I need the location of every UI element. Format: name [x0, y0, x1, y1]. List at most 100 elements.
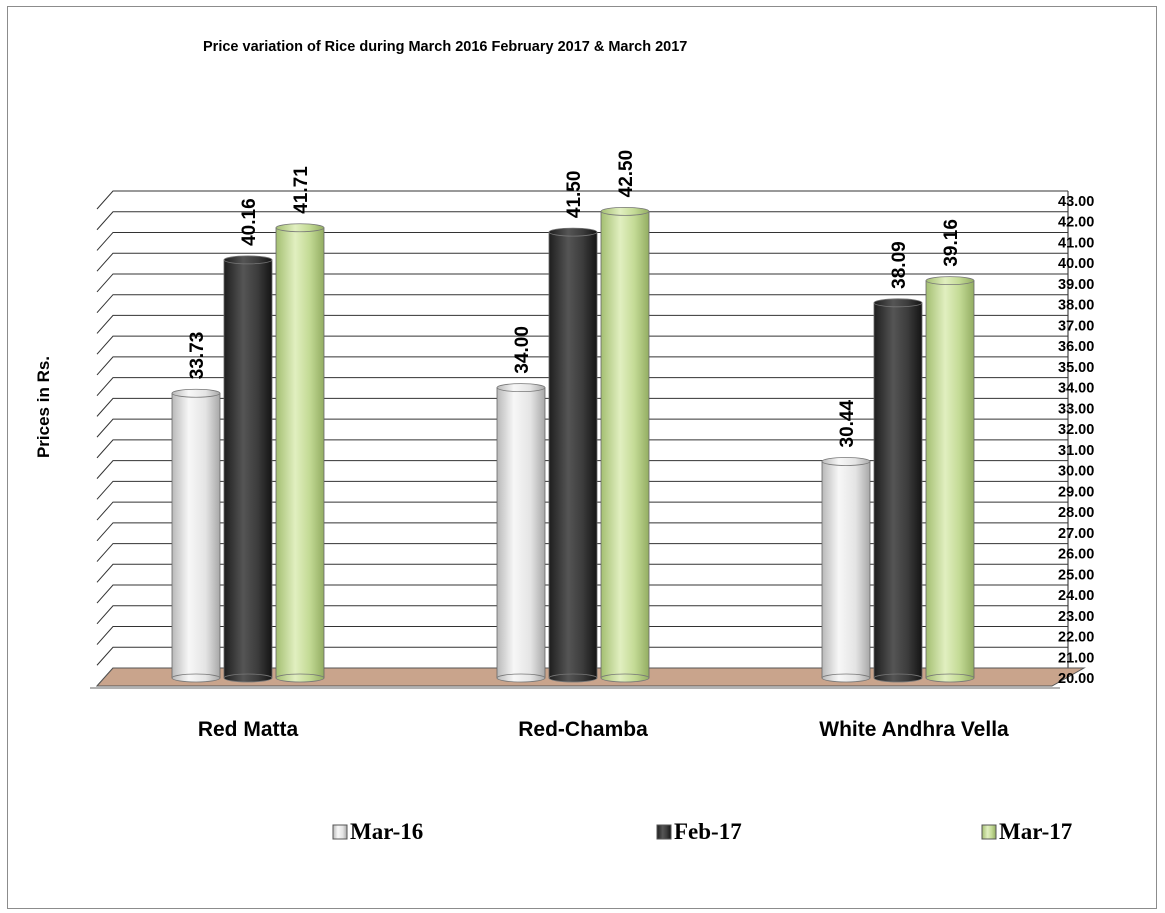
bar — [873, 298, 923, 683]
data-label: 41.50 — [564, 171, 585, 219]
bar-base — [548, 673, 598, 683]
x-axis-categories: Red Matta Red-Chamba White Andhra Vella — [198, 718, 1009, 741]
legend-swatch — [656, 824, 672, 840]
bar-cap — [925, 276, 975, 286]
legend-label: Mar-16 — [350, 819, 423, 844]
bar — [223, 255, 273, 683]
gridline — [96, 314, 1068, 334]
bar-cap — [873, 298, 923, 308]
data-label: 41.71 — [291, 166, 312, 214]
gridline — [96, 563, 1068, 583]
data-label: 34.00 — [512, 326, 533, 374]
y-tick-label: 38.00 — [1058, 298, 1094, 314]
gridline — [96, 231, 1068, 251]
gridline — [96, 418, 1068, 438]
bar-body — [600, 210, 650, 679]
y-tick-label: 40.00 — [1058, 256, 1094, 272]
y-tick-label: 23.00 — [1058, 609, 1094, 625]
bar-base — [171, 673, 221, 683]
gridline — [96, 211, 1068, 231]
gridline — [96, 605, 1068, 625]
legend-item: Mar-16 — [332, 819, 423, 844]
gridline — [96, 543, 1068, 562]
bar-base — [275, 673, 325, 683]
data-label: 33.73 — [187, 332, 208, 380]
data-labels: 33.73 40.16 41.71 34.00 41.50 42.50 30.44 38.09… — [187, 150, 962, 448]
bar — [275, 223, 325, 683]
bar-cap — [171, 388, 221, 398]
y-tick-label: 27.00 — [1058, 526, 1094, 542]
chart-frame: Price variation of Rice during March 201… — [7, 6, 1157, 909]
legend-swatch — [332, 824, 348, 840]
legend-item: Mar-17 — [981, 819, 1072, 844]
bar-cap — [548, 227, 598, 237]
legend: Mar-16 Feb-17 Mar-17 — [332, 819, 1072, 844]
bar-body — [873, 302, 923, 679]
y-tick-label: 30.00 — [1058, 464, 1094, 480]
bar — [171, 388, 221, 683]
bar-body — [548, 231, 598, 679]
gridline — [96, 273, 1068, 293]
gridline — [96, 646, 1068, 666]
bar-cap — [496, 383, 546, 393]
bar-cap — [600, 206, 650, 216]
y-tick-label: 29.00 — [1058, 484, 1094, 500]
y-tick-label: 34.00 — [1058, 381, 1094, 397]
legend-label: Feb-17 — [674, 819, 742, 844]
bar — [821, 457, 871, 683]
gridline — [96, 377, 1068, 396]
legend-item: Feb-17 — [656, 819, 742, 844]
data-label: 30.44 — [837, 400, 858, 448]
bar-base — [873, 673, 923, 683]
y-tick-label: 32.00 — [1058, 422, 1094, 438]
legend-label: Mar-17 — [999, 819, 1072, 844]
y-tick-label: 21.00 — [1058, 650, 1094, 666]
data-label: 38.09 — [889, 241, 910, 289]
bar-body — [223, 259, 273, 679]
y-tick-label: 37.00 — [1058, 318, 1094, 334]
bar — [548, 227, 598, 683]
y-tick-label: 22.00 — [1058, 630, 1094, 646]
y-tick-label: 35.00 — [1058, 360, 1094, 376]
y-tick-label: 25.00 — [1058, 567, 1094, 583]
bar-base — [496, 673, 546, 683]
gridline — [96, 460, 1068, 479]
bars — [171, 206, 975, 683]
data-label: 39.16 — [941, 219, 962, 267]
gridline — [96, 252, 1068, 272]
y-axis-ticks: 20.00 21.00 22.00 23.00 24.00 25.00 26.00 27.00… — [1058, 194, 1094, 687]
bar-base — [223, 673, 273, 683]
y-tick-label: 42.00 — [1058, 215, 1094, 231]
gridline — [96, 626, 1068, 645]
bar-cap — [223, 255, 273, 265]
category-label: White Andhra Vella — [819, 718, 1009, 741]
gridlines — [96, 190, 1069, 687]
bar-body — [821, 461, 871, 679]
category-label: Red Matta — [198, 718, 299, 741]
gridline — [96, 480, 1068, 500]
gridline — [96, 501, 1068, 521]
bar — [496, 383, 546, 683]
y-tick-label: 24.00 — [1058, 588, 1094, 604]
gridline — [96, 356, 1068, 376]
bar-body — [171, 392, 221, 679]
bar-body — [496, 387, 546, 679]
y-tick-label: 20.00 — [1058, 671, 1094, 687]
bar-base — [600, 673, 650, 683]
gridline — [96, 294, 1068, 314]
bar-body — [275, 227, 325, 679]
y-tick-label: 33.00 — [1058, 401, 1094, 417]
bar — [925, 276, 975, 683]
chart-title: Price variation of Rice during March 201… — [203, 39, 687, 55]
gridline — [96, 335, 1068, 355]
y-tick-label: 39.00 — [1058, 277, 1094, 293]
y-tick-label: 26.00 — [1058, 547, 1094, 563]
y-tick-label: 43.00 — [1058, 194, 1094, 210]
y-tick-label: 36.00 — [1058, 339, 1094, 355]
bar-cap — [275, 223, 325, 233]
y-axis-label: Prices in Rs. — [34, 356, 53, 458]
gridline — [96, 584, 1068, 604]
y-tick-label: 28.00 — [1058, 505, 1094, 521]
bar-cap — [821, 457, 871, 466]
data-label: 42.50 — [616, 150, 637, 198]
